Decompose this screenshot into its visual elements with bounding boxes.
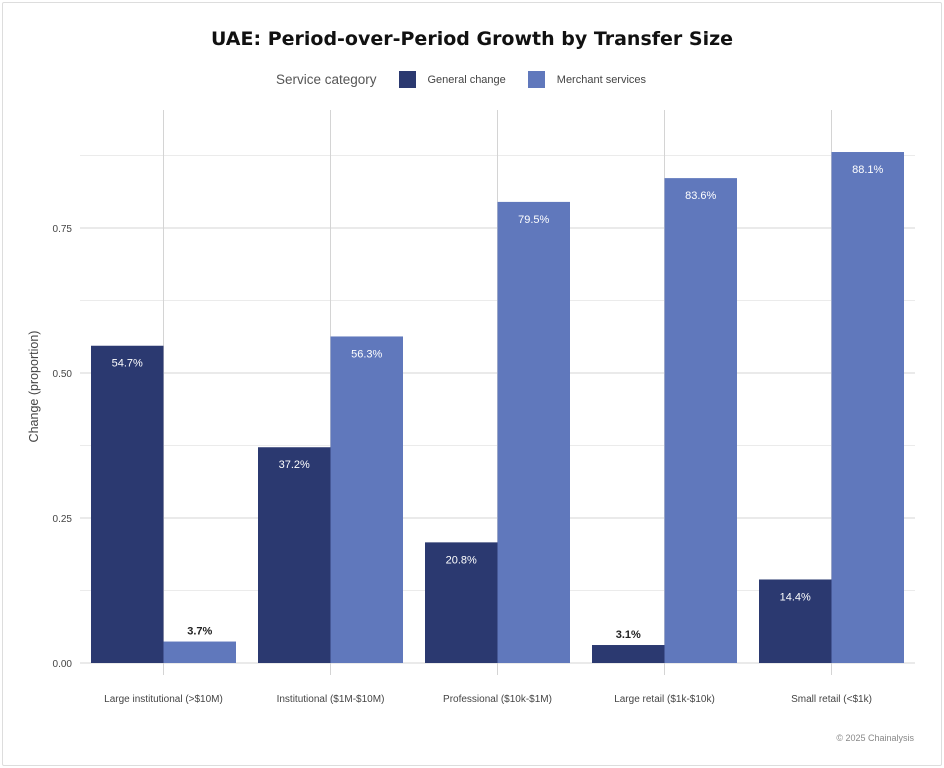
- data-label: 3.1%: [616, 629, 641, 641]
- x-tick-label: Large retail ($1k-$10k): [614, 694, 715, 705]
- bar-merchant: [831, 152, 904, 663]
- y-tick-label: 0.75: [53, 224, 73, 235]
- bar-general: [425, 542, 498, 663]
- data-label: 3.7%: [187, 626, 212, 638]
- x-tick-label: Professional ($10k-$1M): [443, 694, 552, 705]
- data-label: 54.7%: [112, 358, 143, 370]
- legend-title: Service category: [275, 72, 377, 87]
- data-label: 14.4%: [780, 591, 811, 603]
- data-label: 79.5%: [518, 214, 549, 226]
- bar-merchant: [497, 201, 570, 663]
- data-label: 56.3%: [351, 348, 382, 360]
- bar-general: [91, 345, 164, 663]
- bar-merchant: [664, 178, 737, 663]
- legend-item-general: General change: [398, 71, 506, 88]
- data-label: 83.6%: [685, 190, 716, 202]
- y-tick-label: 0.00: [53, 659, 73, 670]
- x-tick-label: Large institutional (>$10M): [104, 694, 223, 705]
- data-label: 20.8%: [446, 554, 477, 566]
- bar-general: [258, 447, 331, 663]
- legend-label: General change: [427, 73, 506, 86]
- data-label: 88.1%: [852, 164, 883, 176]
- credit: © 2025 Chainalysis: [836, 733, 914, 743]
- bar-merchant: [163, 641, 236, 663]
- chart-title: UAE: Period-over-Period Growth by Transf…: [210, 28, 734, 50]
- x-tick-label: Small retail (<$1k): [791, 694, 872, 705]
- bar-merchant: [330, 336, 403, 663]
- legend: Service category General change Merchant…: [0, 71, 944, 88]
- legend-item-merchant: Merchant services: [527, 71, 647, 88]
- y-tick-label: 0.50: [53, 369, 73, 380]
- bar-general: [592, 645, 665, 663]
- data-label: 37.2%: [279, 459, 310, 471]
- legend-label: Merchant services: [556, 73, 647, 86]
- x-tick-label: Institutional ($1M-$10M): [277, 694, 385, 705]
- y-axis-label: Change (proportion): [27, 331, 41, 443]
- legend-swatch: [398, 71, 416, 88]
- legend-swatch: [527, 71, 545, 88]
- bar-general: [759, 579, 832, 663]
- y-tick-label: 0.25: [53, 514, 73, 525]
